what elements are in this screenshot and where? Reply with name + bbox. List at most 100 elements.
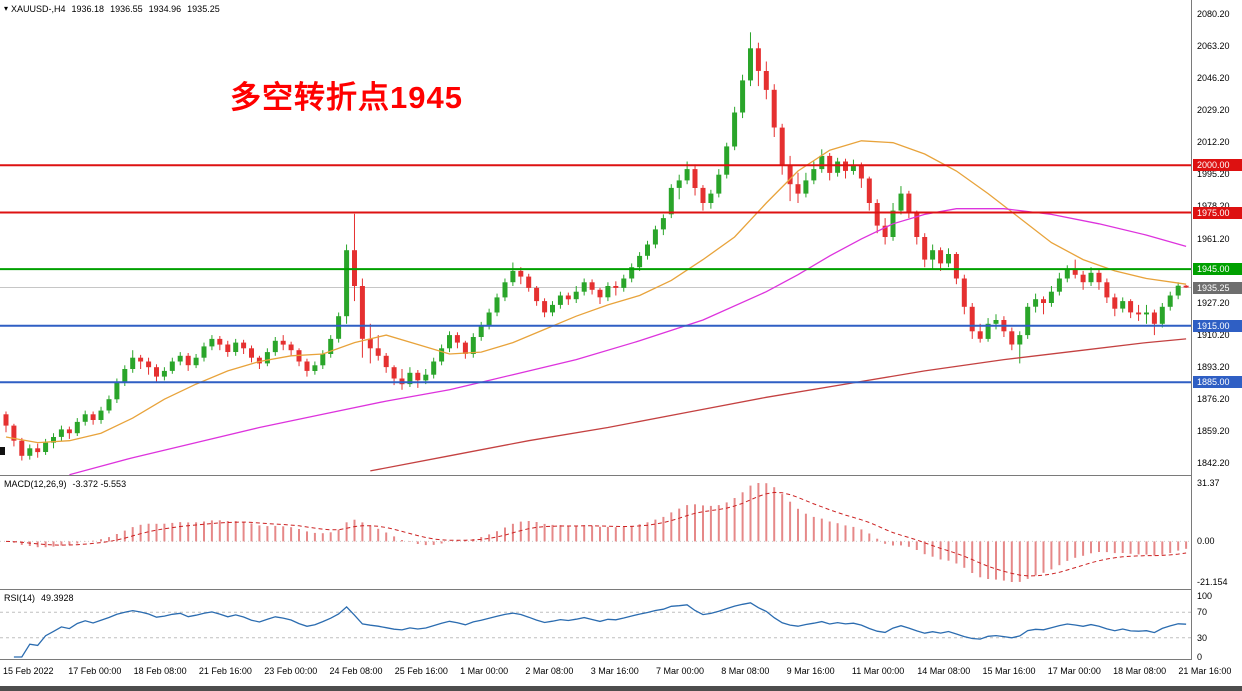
rsi-line xyxy=(13,602,1187,658)
rsi-label: RSI(14) xyxy=(4,593,36,603)
candle-body xyxy=(724,146,730,175)
time-axis-label: 21 Feb 16:00 xyxy=(198,666,252,676)
rsi-value: 49.3928 xyxy=(41,593,74,603)
candle-body xyxy=(557,295,563,305)
candle-body xyxy=(249,348,254,358)
annotation-text[interactable]: 多空转折点1945 xyxy=(230,80,463,115)
candle-body xyxy=(209,338,215,347)
candle-body xyxy=(154,367,159,377)
time-axis-label: 18 Feb 08:00 xyxy=(133,666,187,676)
candle-body xyxy=(470,337,476,354)
candle-body xyxy=(850,165,856,171)
candle-body xyxy=(787,165,793,185)
candle-body xyxy=(930,250,936,260)
candle-body xyxy=(1041,299,1046,303)
macd-axis-label: 0.00 xyxy=(1197,536,1215,547)
candle-body xyxy=(779,127,785,166)
candle-body xyxy=(122,369,128,383)
time-axis-label: 3 Mar 16:00 xyxy=(590,666,639,676)
candle-body xyxy=(1048,291,1054,303)
price-axis-label: 1978.20 xyxy=(1197,201,1230,211)
candle-body xyxy=(502,282,508,298)
candle-body xyxy=(977,331,983,339)
candle-body xyxy=(256,357,262,364)
macd-label: MACD(12,26,9) xyxy=(4,479,67,489)
candle-body xyxy=(526,276,532,288)
candle-body xyxy=(763,71,769,90)
candle-body xyxy=(740,80,746,113)
candle-body xyxy=(27,448,33,456)
price-axis[interactable]: 2080.20 2063.20 2046.20 2029.20 2012.20 1995.… xyxy=(1192,0,1242,662)
candle-body xyxy=(621,278,627,288)
candle-body xyxy=(193,357,199,366)
candle-body xyxy=(1080,274,1086,283)
price-axis-label: 1842.20 xyxy=(1197,458,1230,468)
candle-body xyxy=(573,291,579,300)
low-value: 1934.96 xyxy=(148,4,182,14)
time-axis-label: 9 Mar 16:00 xyxy=(786,666,835,676)
candle-body xyxy=(423,374,429,381)
time-axis-label: 23 Feb 00:00 xyxy=(264,666,318,676)
candle-body xyxy=(1025,306,1031,336)
candle-body xyxy=(565,295,571,300)
candle-body xyxy=(1009,331,1015,345)
candle-body xyxy=(415,372,421,381)
candle-body xyxy=(51,437,56,443)
symbol-timeframe-label: XAUUSD-,H4 xyxy=(11,4,66,14)
price-axis-label: 2029.20 xyxy=(1197,105,1230,116)
candle-body xyxy=(98,410,104,420)
candle-body xyxy=(146,361,152,368)
candle-body xyxy=(241,342,247,349)
candle-body xyxy=(755,48,761,71)
macd-signal-line xyxy=(5,491,1187,577)
main-chart-panel[interactable]: ▾ XAUUSD-,H4 1936.18 1936.55 1934.96 1935.25 … xyxy=(0,0,1191,475)
candle-body xyxy=(708,193,714,203)
candle-body xyxy=(169,361,175,371)
candle-body xyxy=(217,338,223,345)
candle-body xyxy=(652,229,658,245)
candle-body xyxy=(272,340,278,353)
candle-body xyxy=(177,355,183,362)
time-axis-label: 8 Mar 08:00 xyxy=(721,666,770,676)
candle-body xyxy=(106,399,112,411)
candle-body xyxy=(375,348,381,356)
candle-body xyxy=(692,169,698,188)
candle-body xyxy=(882,225,888,237)
candle-body xyxy=(771,89,777,128)
macd-axis-label: 31.37 xyxy=(1197,478,1220,488)
candle-body xyxy=(1175,285,1181,296)
candle-body xyxy=(866,178,872,203)
time-axis[interactable]: 15 Feb 2022 17 Feb 00:00 18 Feb 08:00 21 Fe… xyxy=(0,660,1242,686)
rsi-chart-canvas xyxy=(0,602,1191,658)
rsi-panel[interactable]: RSI(14) 49.3928 xyxy=(0,590,1191,659)
candle-body xyxy=(938,250,944,264)
candle-body xyxy=(1151,312,1157,324)
candle-body xyxy=(803,180,809,194)
candle-body xyxy=(462,342,468,354)
candle-body xyxy=(35,448,41,453)
price-level-badge: 1915.00 xyxy=(1193,319,1242,332)
candle-body xyxy=(660,218,666,230)
candle-body xyxy=(629,267,635,279)
macd-panel[interactable]: MACD(12,26,9) -3.372 -5.553 xyxy=(0,476,1191,589)
price-axis-label: 1893.20 xyxy=(1197,361,1230,372)
symbol-dropdown-icon[interactable]: ▾ xyxy=(4,4,9,13)
candle-body xyxy=(1088,272,1094,283)
rsi-axis-label: 100 xyxy=(1197,591,1213,601)
candle-body xyxy=(597,289,603,298)
candle-body xyxy=(3,414,9,426)
candle-body xyxy=(391,367,397,379)
price-level-badge: 1935.25 xyxy=(1193,281,1242,294)
candle-body xyxy=(1167,295,1173,307)
candle-body xyxy=(1104,282,1110,298)
candle-body xyxy=(264,352,270,364)
time-axis-label: 18 Mar 08:00 xyxy=(1113,666,1167,676)
close-value: 1935.25 xyxy=(187,4,220,14)
candle-body xyxy=(130,357,136,369)
candle-body xyxy=(1064,269,1070,279)
candle-body xyxy=(161,370,167,377)
macd-chart-canvas xyxy=(0,483,1191,582)
time-axis-label: 17 Mar 00:00 xyxy=(1047,666,1101,676)
candle-body xyxy=(795,184,801,194)
candle-body xyxy=(280,340,286,345)
